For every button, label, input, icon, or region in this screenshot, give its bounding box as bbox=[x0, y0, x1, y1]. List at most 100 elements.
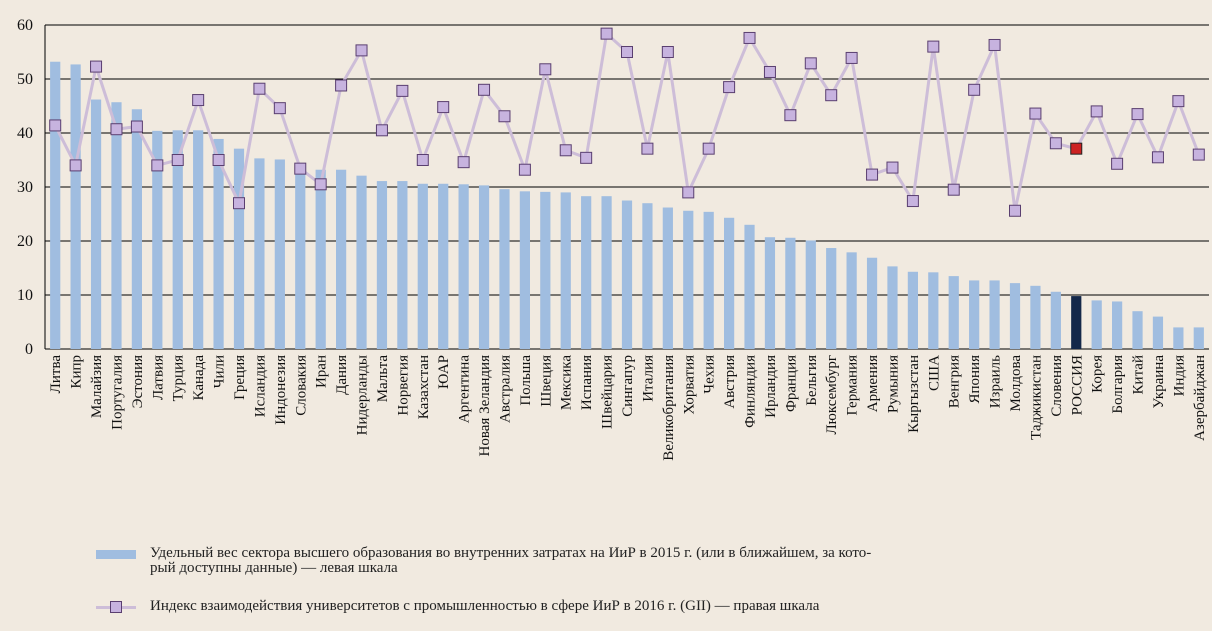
line-marker bbox=[1070, 142, 1083, 155]
line-marker bbox=[518, 163, 531, 176]
x-tick-label: Словакия bbox=[293, 355, 309, 416]
x-tick-label: РОССИЯ bbox=[1069, 355, 1085, 415]
line-marker bbox=[682, 186, 695, 199]
bar bbox=[989, 280, 1000, 349]
x-tick-label: Нидерланды bbox=[355, 355, 371, 435]
x-tick-label: Молдова bbox=[1008, 355, 1024, 412]
x-tick-label: Люксембург bbox=[824, 355, 840, 435]
x-tick-label: Мексика bbox=[559, 355, 575, 410]
bar bbox=[764, 237, 776, 349]
x-tick-label: Латвия bbox=[150, 355, 166, 400]
bar bbox=[1173, 327, 1184, 349]
bar bbox=[928, 272, 939, 349]
line-marker bbox=[375, 124, 388, 137]
x-tick-label: Армения bbox=[865, 355, 881, 412]
bar bbox=[887, 266, 898, 349]
x-tick-label: Чили bbox=[212, 355, 228, 388]
bar bbox=[519, 191, 530, 349]
x-tick-label: Китай bbox=[1131, 355, 1147, 394]
x-tick-label: Италия bbox=[640, 355, 656, 402]
bar bbox=[397, 181, 408, 349]
line-marker bbox=[825, 89, 838, 102]
bar bbox=[1193, 327, 1204, 349]
bar bbox=[336, 169, 347, 349]
x-tick-label: Азербайджан bbox=[1192, 355, 1208, 441]
bar bbox=[1112, 301, 1123, 349]
bar bbox=[213, 138, 224, 349]
x-tick-label: Украина bbox=[1151, 355, 1167, 409]
bar bbox=[560, 192, 571, 349]
x-tick-label: Япония bbox=[967, 355, 983, 404]
bar bbox=[356, 175, 367, 349]
bar bbox=[703, 211, 714, 349]
line-marker bbox=[1131, 108, 1144, 121]
line-marker bbox=[947, 183, 960, 196]
y-axis: 0 10 20 30 40 50 60 bbox=[17, 17, 46, 358]
legend-bar-label-line1: Удельный вес сектора высшего образования… bbox=[150, 545, 872, 561]
line-marker bbox=[314, 178, 327, 191]
x-tick-label: Франция bbox=[783, 355, 799, 412]
line-marker bbox=[69, 159, 82, 172]
legend-bar-label-line2: рый доступны данные) — левая шкала bbox=[150, 560, 398, 576]
x-tick-label: Кипр bbox=[69, 355, 85, 389]
legend-bar-swatch bbox=[96, 550, 136, 559]
bar bbox=[478, 185, 490, 349]
x-tick-label: Бельгия bbox=[804, 355, 820, 406]
line-marker bbox=[498, 110, 511, 123]
line-marker bbox=[335, 79, 348, 92]
x-tick-label: Малайзия bbox=[89, 355, 105, 418]
x-tick-label: Хорватия bbox=[681, 355, 697, 415]
bar bbox=[601, 196, 612, 349]
bar bbox=[1091, 300, 1102, 349]
bar bbox=[744, 224, 755, 349]
bar bbox=[581, 196, 592, 349]
bar bbox=[907, 271, 918, 349]
x-tick-label: Ирландия bbox=[763, 355, 779, 418]
bar bbox=[417, 183, 428, 349]
line-marker bbox=[600, 27, 613, 40]
bar bbox=[131, 109, 142, 350]
line-marker bbox=[559, 144, 572, 157]
bar bbox=[1152, 316, 1164, 349]
line-marker bbox=[621, 46, 633, 58]
bar bbox=[172, 130, 183, 349]
bar bbox=[499, 189, 510, 349]
x-tick-label: Корея bbox=[1090, 355, 1106, 393]
bar bbox=[1132, 311, 1143, 349]
line-marker bbox=[130, 120, 143, 133]
bar bbox=[458, 184, 469, 349]
line-marker bbox=[743, 31, 756, 44]
x-tick-label: Австралия bbox=[498, 355, 514, 423]
line-marker bbox=[641, 142, 654, 155]
bar bbox=[683, 210, 694, 349]
y-tick-label: 60 bbox=[17, 17, 33, 34]
line-marker bbox=[171, 154, 184, 166]
x-tick-label: Венгрия bbox=[947, 355, 963, 408]
line-marker bbox=[784, 109, 797, 122]
bar bbox=[642, 203, 653, 349]
line-marker bbox=[702, 142, 715, 155]
x-tick-label: Таджикистан bbox=[1028, 355, 1044, 440]
x-axis: Литва Кипр Малайзия Португалия Эстония Латвия… bbox=[48, 355, 1208, 461]
bar bbox=[540, 191, 551, 349]
line-marker bbox=[1090, 105, 1103, 118]
bar bbox=[1071, 296, 1082, 349]
x-tick-label: Польша bbox=[518, 355, 534, 406]
bar bbox=[295, 168, 306, 349]
x-tick-label: Исландия bbox=[252, 355, 268, 417]
x-tick-label: Мальта bbox=[375, 355, 391, 403]
x-tick-label: Турция bbox=[171, 355, 187, 401]
x-tick-label: Швейцария bbox=[600, 355, 616, 429]
x-tick-label: Израиль bbox=[988, 355, 1004, 408]
x-tick-label: Канада bbox=[191, 355, 207, 401]
bar bbox=[111, 102, 122, 349]
x-tick-label: Норвегия bbox=[395, 355, 411, 416]
line-marker bbox=[927, 40, 940, 53]
line-marker bbox=[151, 159, 164, 172]
bar bbox=[438, 183, 449, 349]
bar bbox=[315, 169, 326, 349]
line-marker bbox=[1029, 107, 1042, 120]
x-tick-label: Новая Зеландия bbox=[477, 355, 493, 457]
line-marker bbox=[906, 195, 919, 208]
line-marker bbox=[437, 101, 450, 114]
